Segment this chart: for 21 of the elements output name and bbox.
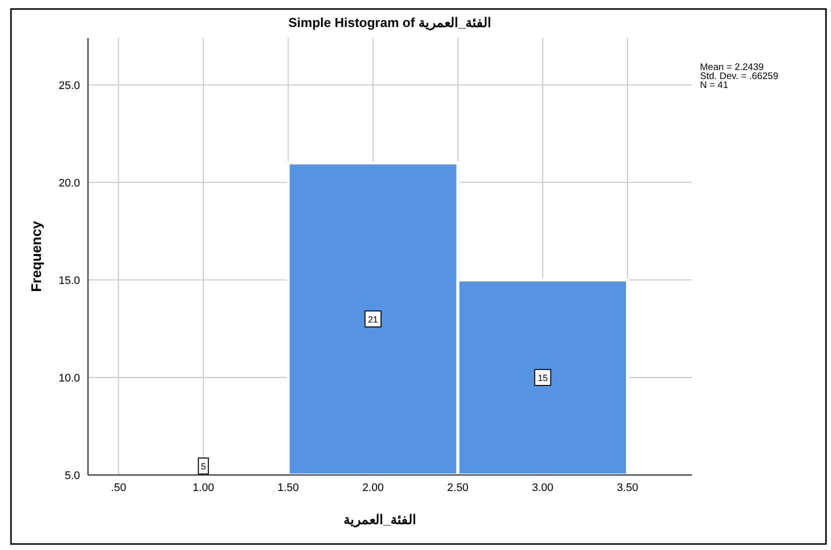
data-label: 21 [368,314,378,324]
x-tick-label: 2.00 [362,482,384,494]
x-axis-title: الفئة_العمرية [343,512,417,528]
x-tick-label: 1.50 [277,482,299,494]
data-label: 5 [200,462,206,472]
y-tick-label: 15.0 [58,274,80,287]
text: N = 41 [700,80,728,91]
x-tick-label: 3.50 [616,482,638,494]
x-tick-label: 1.00 [192,482,214,494]
x-tick-label: 3.00 [532,482,554,494]
text: Mean = 2.2439 [700,62,764,73]
chart-title: Simple Histogram of الفئة_العمرية [288,15,492,31]
y-tick-label: 10.0 [58,372,80,384]
x-tick-label: 2.50 [447,482,469,494]
text: Std. Dev. = .66259 [700,71,778,82]
x-tick-label: .50 [110,482,126,494]
y-tick-label: 20.0 [58,177,80,190]
y-tick-label: 25.0 [58,80,80,92]
data-label: 15 [538,372,548,383]
y-tick-label: 5.0 [64,470,80,482]
y-axis-title: Frequency [28,220,44,292]
